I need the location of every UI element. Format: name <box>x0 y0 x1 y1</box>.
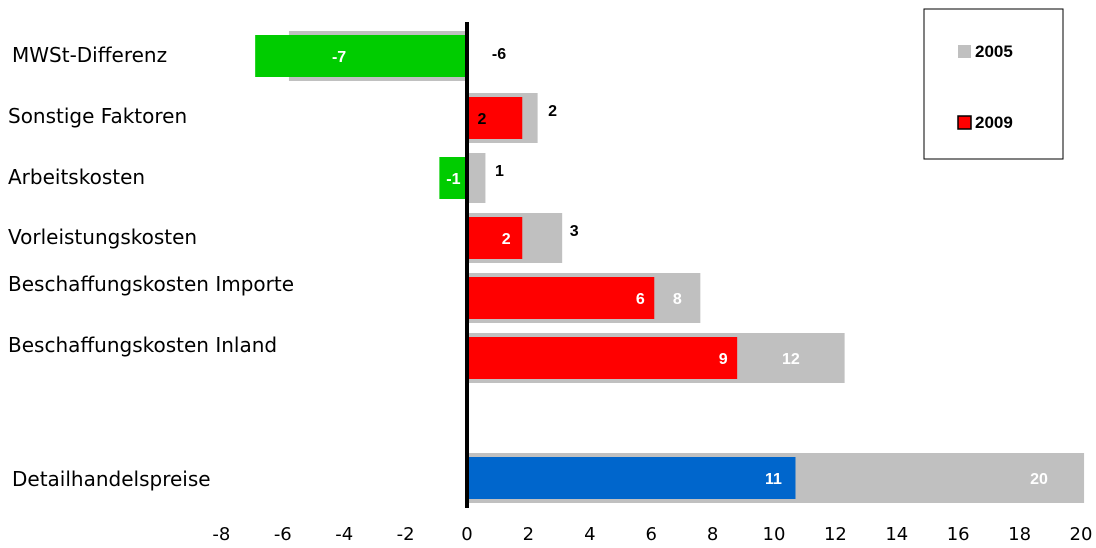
category-label-vorleistungskosten: Vorleistungskosten <box>8 225 197 249</box>
legend: 2005 2009 <box>923 8 1064 160</box>
category-label-beschaffungskosten-importe: Beschaffungskosten Importe <box>8 272 294 296</box>
value-label-2005-detailhandelspreise: 20 <box>1030 471 1048 488</box>
x-tick-label: -2 <box>397 524 415 545</box>
bar-2009-beschaffungskosten-importe <box>467 277 655 319</box>
bar-2009-arbeitskosten <box>439 157 467 199</box>
x-tick-label: 0 <box>461 524 472 545</box>
value-label-2009-mwst-differenz: -7 <box>332 49 346 66</box>
bar-2009-mwst-differenz <box>255 35 467 77</box>
x-tick-label: 2 <box>523 524 534 545</box>
x-axis-tick-labels: -8 -6 -4 -2 0 2 4 6 8 10 12 14 16 18 20 <box>212 524 1092 545</box>
category-label-mwst-differenz: MWSt-Differenz <box>12 43 167 67</box>
legend-label-2009: 2009 <box>975 113 1013 132</box>
bar-2009-detailhandelspreise <box>467 457 796 499</box>
x-tick-label: 6 <box>645 524 656 545</box>
x-tick-label: 12 <box>824 524 847 545</box>
value-label-2005-mwst-differenz: -6 <box>492 46 506 63</box>
x-tick-label: 16 <box>947 524 970 545</box>
value-label-2005-vorleistungskosten: 3 <box>570 223 579 240</box>
value-label-2005-sonstige-faktoren: 2 <box>548 103 557 120</box>
x-tick-label: 20 <box>1070 524 1093 545</box>
series-2009-bars <box>255 35 796 499</box>
value-label-2009-arbeitskosten: -1 <box>446 171 460 188</box>
value-label-2005-arbeitskosten: 1 <box>495 163 504 180</box>
category-labels: MWSt-Differenz Sonstige Faktoren Arbeitsko… <box>8 43 294 491</box>
value-label-2009-sonstige-faktoren: 2 <box>478 111 487 128</box>
value-label-2009-detailhandelspreise: 11 <box>765 471 782 488</box>
value-label-2009-beschaffungskosten-inland: 9 <box>719 351 728 368</box>
legend-box <box>923 8 1064 160</box>
value-label-2009-vorleistungskosten: 2 <box>502 231 511 248</box>
category-label-detailhandelspreise: Detailhandelspreise <box>12 467 211 491</box>
legend-label-2005: 2005 <box>975 42 1013 61</box>
x-tick-label: 14 <box>885 524 908 545</box>
x-tick-label: 10 <box>763 524 786 545</box>
x-tick-label: -8 <box>212 524 230 545</box>
x-tick-label: 4 <box>584 524 595 545</box>
category-label-sonstige-faktoren: Sonstige Faktoren <box>8 104 187 128</box>
bar-2009-beschaffungskosten-inland <box>467 337 738 379</box>
legend-swatch-2005 <box>958 45 971 58</box>
category-label-beschaffungskosten-inland: Beschaffungskosten Inland <box>8 333 277 357</box>
bar-2009-vorleistungskosten <box>467 217 523 259</box>
x-tick-label: 18 <box>1008 524 1031 545</box>
legend-swatch-2009 <box>957 115 972 130</box>
bar-2009-sonstige-faktoren <box>467 97 523 139</box>
x-tick-label: -4 <box>335 524 353 545</box>
category-label-arbeitskosten: Arbeitskosten <box>8 165 145 189</box>
value-label-2009-beschaffungskosten-importe: 6 <box>636 291 645 308</box>
value-label-2005-beschaffungskosten-importe: 8 <box>673 291 682 308</box>
value-label-2005-beschaffungskosten-inland: 12 <box>782 351 800 368</box>
x-tick-label: 8 <box>707 524 718 545</box>
x-tick-label: -6 <box>274 524 292 545</box>
bar-2005-arbeitskosten <box>467 153 486 203</box>
